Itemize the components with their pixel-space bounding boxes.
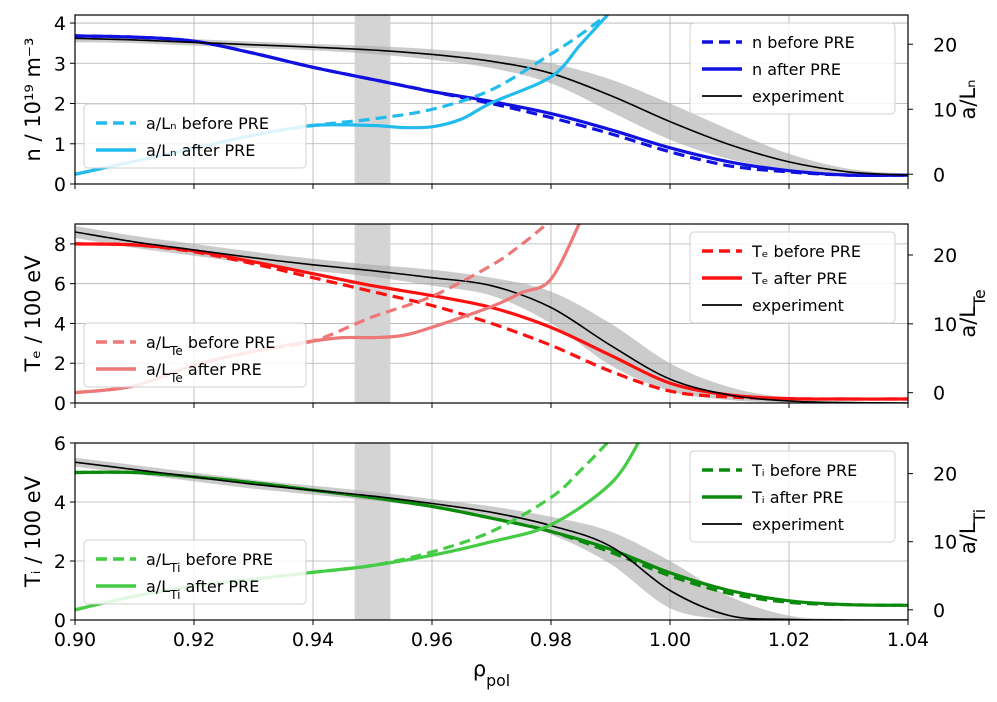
legend-label: a/LTi before PRE xyxy=(146,550,273,575)
axes-frame xyxy=(74,442,909,621)
y-tick-label-right: 10 xyxy=(933,314,957,336)
y-tick-label-left: 1 xyxy=(54,134,66,156)
y-tick-label-left: 0 xyxy=(54,174,66,196)
x-tick-label: 0.90 xyxy=(54,629,96,651)
y-tick-label-left: 2 xyxy=(54,94,66,116)
x-tick-label: 0.94 xyxy=(292,629,334,651)
y-tick-label-right: 10 xyxy=(933,532,957,554)
y-axis-label-right: a/Lₙ xyxy=(956,79,980,119)
x-tick-label: 0.92 xyxy=(173,629,215,651)
y-tick-label-left: 6 xyxy=(54,274,66,296)
shaded-region xyxy=(354,15,391,184)
y-axis-label-left: n / 10¹⁹ m⁻³ xyxy=(21,38,45,162)
legend-label: a/Lₙ before PRE xyxy=(146,114,269,133)
y-tick-label-left: 0 xyxy=(54,393,66,415)
y-tick-label-right: 20 xyxy=(933,245,957,267)
y-tick-label-left: 3 xyxy=(54,53,66,75)
experiment-uncertainty-band xyxy=(75,457,908,620)
y-tick-label-right: 20 xyxy=(933,464,957,486)
y-tick-label-left: 8 xyxy=(54,234,66,256)
y-tick-label-right: 0 xyxy=(933,383,945,405)
legend-label: experiment xyxy=(752,515,844,534)
legend-label: Tₑ after PRE xyxy=(751,269,847,288)
legend-label: n before PRE xyxy=(752,33,855,52)
y-axis-label-left: Tₑ / 100 eV xyxy=(21,255,45,373)
legend-label: experiment xyxy=(752,296,844,315)
panel-3: 0 2 4 6 0 10 20 0.90 0.92 0.94 0.96 0.98 1.00 1.02 1.0… xyxy=(21,433,989,690)
y-tick-label-left: 4 xyxy=(54,492,66,514)
legend-box xyxy=(689,22,896,115)
shaded-region xyxy=(354,224,391,403)
x-tick-label: 0.98 xyxy=(530,629,572,651)
legend-label: Tᵢ before PRE xyxy=(751,461,857,480)
x-tick-label: 1.02 xyxy=(768,629,810,651)
legend-lower: a/Lₙ before PRE a/Lₙ after PRE xyxy=(83,103,307,169)
experiment-uncertainty-band xyxy=(75,34,908,177)
experiment-uncertainty-band xyxy=(75,226,908,403)
legend-label: Tₑ before PRE xyxy=(751,242,861,261)
legend-label: a/Lₙ after PRE xyxy=(146,141,255,160)
series-line xyxy=(75,37,908,176)
y-tick-label-left: 2 xyxy=(54,353,66,375)
legend-upper: n before PRE n after PRE experiment xyxy=(689,22,896,115)
x-axis-label: ρpol xyxy=(473,657,510,690)
legend-box xyxy=(689,231,896,324)
y-tick-label-left: 2 xyxy=(54,551,66,573)
y-tick-label-left: 0 xyxy=(54,610,66,632)
y-axis-label-left: Tᵢ / 100 eV xyxy=(21,475,45,588)
y-tick-label-left: 4 xyxy=(54,313,66,335)
legend-upper: Tₑ before PRE Tₑ after PRE experiment xyxy=(689,231,896,324)
legend-label: experiment xyxy=(752,87,844,106)
y-axis-label-right: a/LTi xyxy=(956,509,989,554)
y-tick-label-right: 20 xyxy=(933,34,957,56)
legend-label: Tᵢ after PRE xyxy=(751,488,844,507)
legend-label: a/LTe after PRE xyxy=(146,360,262,385)
series-line xyxy=(75,461,908,620)
y-tick-label-right: 10 xyxy=(933,99,957,121)
y-tick-label-right: 0 xyxy=(933,164,945,186)
legend-box xyxy=(83,539,307,605)
legend-label: n after PRE xyxy=(752,60,841,79)
y-tick-label-right: 0 xyxy=(933,600,945,622)
axes-frame xyxy=(74,14,909,185)
x-tick-label: 0.96 xyxy=(411,629,453,651)
legend-upper: Tᵢ before PRE Tᵢ after PRE experiment xyxy=(689,450,896,543)
legend-box xyxy=(83,322,307,388)
legend-label: a/LTi after PRE xyxy=(146,577,259,602)
legend-label: a/LTe before PRE xyxy=(146,333,275,358)
x-tick-label: 1.00 xyxy=(649,629,691,651)
plot-area xyxy=(75,443,908,620)
y-tick-label-left: 4 xyxy=(54,13,66,35)
axes-frame xyxy=(74,223,909,404)
legend-box xyxy=(689,450,896,543)
shaded-region xyxy=(354,443,391,620)
y-axis-label-right: a/LTe xyxy=(956,289,989,337)
series-line xyxy=(75,231,908,403)
x-tick-label: 1.04 xyxy=(887,629,929,651)
y-tick-label-left: 6 xyxy=(54,433,66,455)
legend-box xyxy=(83,103,307,169)
